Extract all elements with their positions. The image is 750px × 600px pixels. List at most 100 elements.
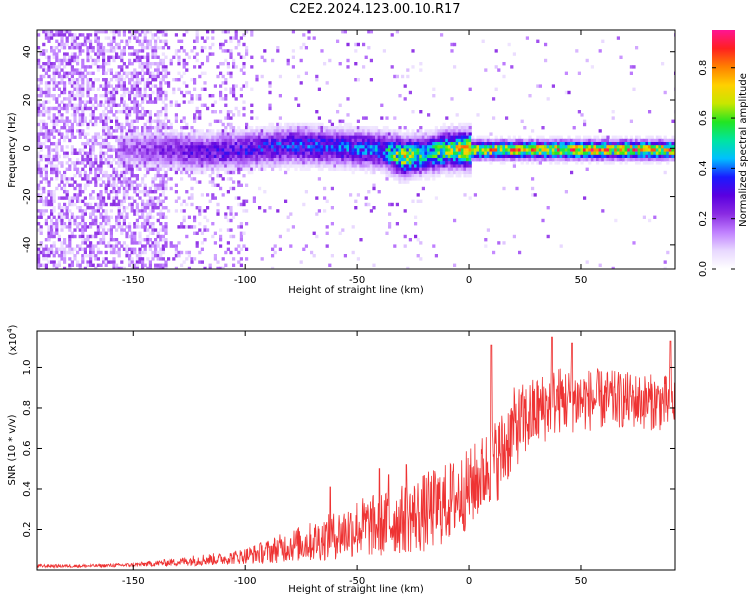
heatmap-cell bbox=[239, 148, 243, 152]
heatmap-cell bbox=[245, 129, 249, 133]
heatmap-cell bbox=[174, 199, 178, 203]
heatmap-cell bbox=[143, 94, 147, 98]
heatmap-cell bbox=[193, 148, 197, 152]
heatmap-cell bbox=[458, 154, 462, 159]
heatmap-cell bbox=[180, 142, 184, 146]
heatmap-cell bbox=[351, 158, 355, 162]
heatmap-cell bbox=[172, 244, 176, 248]
heatmap-cell bbox=[164, 94, 168, 98]
heatmap-cell bbox=[37, 199, 41, 203]
heatmap-cell bbox=[590, 145, 594, 149]
heatmap-cell bbox=[156, 154, 160, 159]
heatmap-cell bbox=[294, 148, 298, 152]
heatmap-cell bbox=[276, 132, 280, 136]
heatmap-cell bbox=[63, 106, 67, 111]
heatmap-cell bbox=[336, 158, 340, 162]
heatmap-cell bbox=[525, 161, 529, 165]
heatmap-cell bbox=[60, 164, 64, 168]
heatmap-cell bbox=[354, 206, 358, 210]
heatmap-cell bbox=[169, 151, 173, 155]
heatmap-cell bbox=[159, 62, 163, 66]
heatmap-cell bbox=[68, 244, 72, 248]
heatmap-cell bbox=[232, 263, 236, 267]
heatmap-cell bbox=[76, 161, 80, 165]
heatmap-cell bbox=[221, 74, 225, 79]
heatmap-cell bbox=[159, 202, 163, 207]
heatmap-cell bbox=[304, 164, 308, 168]
heatmap-cell bbox=[55, 81, 59, 85]
heatmap-cell bbox=[442, 167, 446, 171]
heatmap-cell bbox=[294, 161, 298, 165]
heatmap-cell bbox=[239, 257, 243, 261]
heatmap-cell bbox=[39, 81, 43, 85]
heatmap-cell bbox=[70, 145, 74, 149]
heatmap-cell bbox=[135, 154, 139, 159]
heatmap-cell bbox=[63, 84, 67, 88]
heatmap-cell bbox=[492, 148, 496, 152]
heatmap-cell bbox=[78, 74, 82, 79]
heatmap-cell bbox=[385, 129, 389, 133]
heatmap-cell bbox=[115, 119, 119, 123]
heatmap-cell bbox=[424, 138, 428, 143]
heatmap-cell bbox=[590, 65, 594, 69]
heatmap-cell bbox=[229, 138, 233, 143]
heatmap-cell bbox=[507, 158, 511, 162]
heatmap-cell bbox=[507, 151, 511, 155]
heatmap-cell bbox=[104, 250, 108, 255]
heatmap-cell bbox=[156, 55, 160, 59]
heatmap-cell bbox=[213, 158, 217, 162]
heatmap-cell bbox=[533, 154, 537, 159]
heatmap-cell bbox=[44, 218, 48, 223]
heatmap-cell bbox=[44, 100, 48, 104]
heatmap-cell bbox=[148, 142, 152, 146]
heatmap-cell bbox=[143, 202, 147, 207]
heatmap-cell bbox=[551, 154, 555, 159]
heatmap-cell bbox=[182, 215, 186, 219]
heatmap-cell bbox=[143, 62, 147, 66]
heatmap-cell bbox=[393, 151, 397, 155]
heatmap-cell bbox=[148, 190, 152, 194]
heatmap-cell bbox=[120, 215, 124, 219]
heatmap-cell bbox=[395, 151, 399, 155]
heatmap-cell bbox=[219, 164, 223, 168]
heatmap-cell bbox=[585, 151, 589, 155]
heatmap-cell bbox=[492, 142, 496, 146]
heatmap-cell bbox=[276, 129, 280, 133]
heatmap-cell bbox=[164, 68, 168, 72]
heatmap-cell bbox=[216, 174, 220, 178]
heatmap-cell bbox=[180, 74, 184, 79]
heatmap-cell bbox=[450, 129, 454, 133]
heatmap-cell bbox=[333, 132, 337, 136]
heatmap-cell bbox=[138, 135, 142, 139]
heatmap-cell bbox=[156, 116, 160, 120]
heatmap-cell bbox=[421, 174, 425, 178]
heatmap-cell bbox=[351, 145, 355, 149]
heatmap-cell bbox=[83, 164, 87, 168]
heatmap-cell bbox=[388, 148, 392, 152]
heatmap-cell bbox=[169, 142, 173, 146]
heatmap-cell bbox=[211, 158, 215, 162]
heatmap-cell bbox=[102, 94, 106, 98]
heatmap-cell bbox=[68, 196, 72, 200]
heatmap-cell bbox=[395, 158, 399, 162]
heatmap-cell bbox=[135, 106, 139, 111]
heatmap-cell bbox=[52, 142, 56, 146]
heatmap-cell bbox=[471, 158, 475, 162]
heatmap-cell bbox=[133, 231, 137, 235]
heatmap-cell bbox=[468, 148, 472, 152]
heatmap-cell bbox=[268, 126, 272, 130]
heatmap-cell bbox=[343, 122, 347, 127]
heatmap-cell bbox=[52, 46, 56, 50]
heatmap-cell bbox=[52, 55, 56, 59]
heatmap-cell bbox=[135, 138, 139, 143]
heatmap-cell bbox=[291, 154, 295, 159]
heatmap-cell bbox=[94, 174, 98, 178]
heatmap-cell bbox=[237, 52, 241, 56]
heatmap-cell bbox=[455, 167, 459, 171]
heatmap-cell bbox=[343, 138, 347, 143]
heatmap-cell bbox=[138, 257, 142, 261]
heatmap-cell bbox=[122, 142, 126, 146]
heatmap-cell bbox=[177, 71, 181, 75]
heatmap-cell bbox=[104, 257, 108, 261]
heatmap-cell bbox=[427, 129, 431, 133]
